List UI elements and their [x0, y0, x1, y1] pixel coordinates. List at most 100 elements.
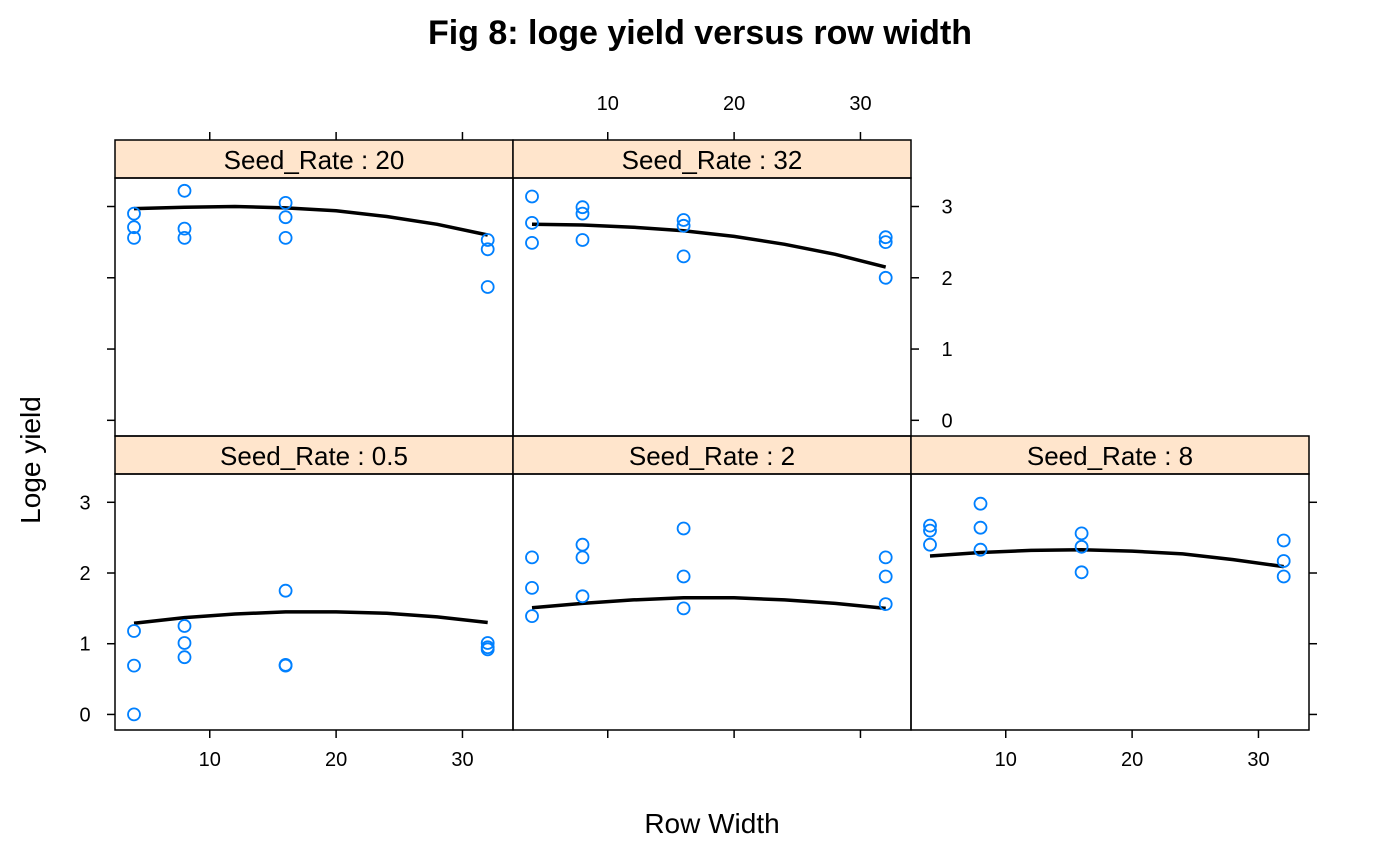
data-point: [973, 496, 988, 511]
data-point: [878, 270, 893, 285]
chart-title: Fig 8: loge yield versus row width: [428, 14, 972, 52]
strip-label: Seed_Rate : 2: [629, 441, 795, 471]
data-point: [525, 215, 539, 230]
panel-0: Seed_Rate : 0.5: [114, 435, 514, 731]
data-point: [878, 230, 893, 245]
x-tick-label: 20: [1121, 749, 1143, 771]
x-tick-label: 20: [723, 93, 745, 115]
fit-curve: [929, 547, 1284, 569]
data-point: [278, 210, 293, 225]
data-point: [127, 707, 141, 722]
data-point: [878, 235, 893, 250]
x-tick-label: 30: [1247, 749, 1269, 771]
data-point: [127, 624, 141, 638]
data-point: [278, 195, 293, 210]
data-point: [177, 183, 192, 198]
data-point: [973, 520, 988, 535]
data-point: [923, 537, 937, 552]
x-tick-label: 10: [199, 749, 221, 771]
data-point: [575, 537, 590, 552]
data-point: [177, 230, 192, 245]
x-tick-label: 10: [597, 93, 619, 115]
data-point: [177, 650, 192, 665]
data-point: [923, 523, 937, 538]
data-point: [127, 206, 141, 221]
data-point: [480, 642, 495, 657]
y-tick-label: 2: [79, 563, 90, 585]
data-point: [676, 213, 691, 227]
strip-background: [114, 435, 514, 475]
data-point: [127, 230, 141, 245]
data-point: [676, 601, 691, 616]
data-point: [127, 220, 141, 235]
strip-label: Seed_Rate : 20: [224, 145, 405, 175]
x-axis-label: Row Width: [644, 808, 779, 839]
panel-1: Seed_Rate : 2: [512, 435, 912, 731]
data-point: [177, 619, 192, 633]
strip-label: Seed_Rate : 32: [622, 145, 803, 175]
data-point: [127, 658, 141, 673]
x-tick-label: 20: [325, 749, 347, 771]
data-point: [575, 206, 590, 221]
data-point: [676, 218, 691, 233]
x-tick-label: 30: [451, 749, 473, 771]
strip-label: Seed_Rate : 0.5: [220, 441, 408, 471]
data-point: [480, 280, 495, 294]
strip-background: [512, 139, 912, 179]
panel-border: [114, 177, 514, 437]
panels-group: Seed_Rate : 0.5 Seed_Rate : 2 Seed_Rate : …: [79, 93, 1317, 771]
y-tick-label: 3: [941, 197, 952, 219]
data-point: [278, 230, 293, 245]
data-point: [480, 242, 495, 257]
data-point: [878, 569, 893, 584]
y-tick-label: 0: [79, 704, 90, 726]
y-tick-label: 1: [941, 339, 952, 361]
fit-curve: [531, 596, 886, 611]
data-point: [525, 550, 539, 565]
panel-border: [910, 473, 1310, 731]
y-tick-label: 2: [941, 268, 952, 290]
panel-3: Seed_Rate : 20: [114, 139, 514, 437]
data-point: [676, 249, 691, 264]
panel-border: [512, 473, 912, 731]
data-point: [1276, 554, 1291, 568]
data-point: [278, 658, 293, 673]
data-point: [525, 609, 539, 623]
data-point: [525, 235, 539, 250]
data-point: [575, 589, 590, 604]
x-tick-label: 10: [995, 749, 1017, 771]
data-point: [676, 521, 691, 536]
fit-curve: [133, 610, 488, 625]
y-tick-label: 3: [79, 492, 90, 514]
data-point: [177, 221, 192, 236]
strip-background: [512, 435, 912, 475]
strip-background: [114, 139, 514, 179]
data-point: [1276, 533, 1291, 548]
data-point: [1074, 526, 1089, 541]
data-point: [878, 550, 893, 565]
data-point: [1074, 565, 1089, 580]
data-point: [525, 581, 539, 595]
strip-label: Seed_Rate : 8: [1027, 441, 1193, 471]
data-point: [525, 189, 539, 204]
data-point: [1074, 539, 1089, 554]
data-point: [480, 636, 495, 650]
data-point: [480, 233, 495, 247]
data-point: [575, 550, 590, 565]
data-point: [575, 200, 590, 215]
x-tick-label: 30: [849, 93, 871, 115]
fit-curve: [531, 222, 887, 269]
data-point: [973, 542, 988, 557]
strip-background: [910, 435, 1310, 475]
fit-curve: [133, 204, 489, 237]
data-point: [177, 636, 192, 650]
data-point: [676, 569, 691, 584]
data-point: [923, 518, 937, 533]
data-point: [878, 597, 893, 611]
panel-4: Seed_Rate : 32: [512, 139, 912, 437]
y-axis-label: Loge yield: [15, 396, 46, 524]
panel-border: [512, 177, 912, 437]
y-tick-label: 1: [79, 634, 90, 656]
data-point: [278, 583, 293, 598]
